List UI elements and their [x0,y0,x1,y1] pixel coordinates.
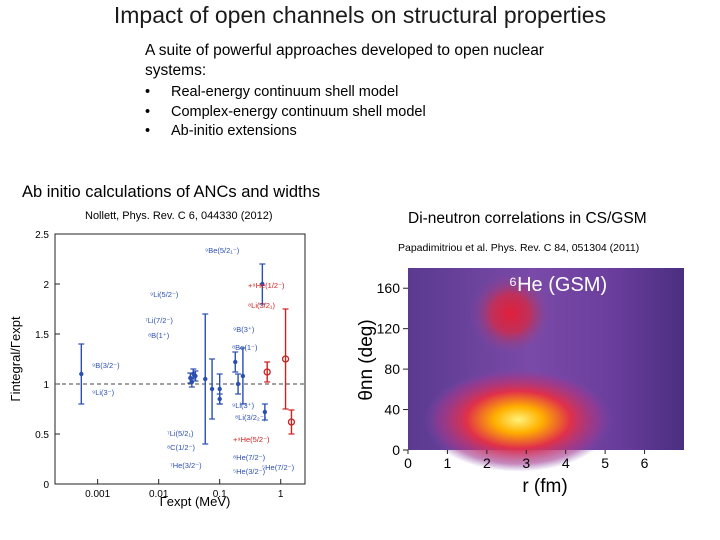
data-point [78,343,85,405]
x-tick-label: 1 [444,455,452,471]
point-annotation: ⁹Li(3⁻) [92,388,115,397]
heatmap-peak-low [423,367,614,472]
y-tick-label: 1.5 [35,330,49,341]
bullet-item: Ab-initio extensions [145,122,426,142]
y-tick-label: 2.5 [35,230,49,241]
point-annotation: ⁷Li(7/2⁻) [145,316,173,325]
plot-frame [54,233,306,485]
point-marker [189,379,195,385]
citation-left: Nollett, Phys. Rev. C 6, 044330 (2012) [85,210,273,222]
citation-right: Papadimitriou et al. Phys. Rev. C 84, 05… [398,242,640,254]
point-annotation: ⁷Li(5/2₁) [167,429,194,438]
x-tick-label: 0.01 [149,489,169,500]
point-annotation: +⁹He(5/2⁻) [233,435,270,444]
point-marker [281,355,290,363]
y-tick-label: 1 [43,380,49,391]
x-tick-label: 0 [404,455,412,471]
data-point [263,361,271,383]
y-tick-label: 80 [384,361,400,377]
point-annotation: ⁸Be(1⁻) [232,343,258,352]
heatmap-title: ⁶He (GSM) [509,274,607,296]
point-marker [209,386,215,392]
point-annotation: ⁸C(1/2⁻) [167,443,195,452]
point-marker [260,281,265,287]
data-point [261,403,268,421]
point-marker [235,381,241,387]
x-tick-label: 3 [522,455,530,471]
point-marker [287,418,296,426]
point-marker [203,376,208,382]
data-point [259,263,266,305]
bullet-item: Real-energy continuum shell model [145,83,426,103]
intro-text: A suite of powerful approaches developed… [145,42,544,79]
x-tick-label: 4 [562,455,570,471]
point-annotation: ⁸He(7/2⁻) [233,453,266,462]
y-tick-label: 0 [392,442,400,458]
point-annotation: ⁹B(3/2⁻) [92,361,120,370]
y-tick-label: 0.5 [35,430,49,441]
point-annotation: ⁹Li(3⁺) [232,401,255,410]
point-marker [240,373,246,379]
point-marker [233,359,238,365]
dineutron-heatmap: ⁶He (GSM) 0 40 80 120 160 0 1 2 3 4 5 6 r (fm) θnn… [356,268,684,497]
data-point [209,358,216,420]
point-marker [79,371,84,377]
point-annotation: +⁹He(1/2⁻) [248,281,285,290]
data-point [239,347,246,405]
x-tick-label: 0.1 [213,489,227,500]
x-axis-label: r (fm) [522,476,567,497]
point-marker [217,386,222,392]
point-annotation: ⁵He(3/2⁻) [233,467,266,476]
y-tick-label: 0 [43,480,49,491]
heatmap-peak-high [468,271,553,356]
x-tick-label: 6 [641,455,649,471]
point-annotation: ⁵He(7/2⁻) [262,463,295,472]
bullet-item: Complex-energy continuum shell model [145,103,426,123]
data-point [287,409,296,435]
point-annotation: ⁸Li(3/2₂⁻) [235,413,267,422]
y-tick-label: 160 [377,280,401,296]
y-tick-label: 40 [384,402,400,418]
point-annotation: ⁹B(3⁺) [233,325,255,334]
slide-title: Impact of open channels on structural pr… [113,2,607,28]
y-tick-label: 120 [377,321,401,337]
point-marker [263,368,271,376]
ab-initio-heading: Ab initio calculations of ANCs and width… [22,183,321,201]
point-annotation: ⁸B(1⁺) [148,331,170,340]
dineutron-heading: Di-neutron correlations in CS/GSM [408,210,647,227]
point-marker [191,371,196,377]
x-tick-label: 2 [483,455,491,471]
bullet-list: Real-energy continuum shell model Comple… [145,83,426,142]
anc-widths-chart: 0 0.5 1 1.5 2 2.5 0.001 0.01 0.1 1 ⁹Be(5/2₁⁻) +⁹H… [8,230,306,509]
y-axis-label: Γintegral/Γexpt [8,316,23,402]
point-annotation: ⁸Li(3/2₁) [248,301,275,310]
x-tick-label: 1 [278,489,284,500]
x-axis-label: Γexpt (MeV) [160,494,231,509]
data-point [232,351,239,373]
y-axis-label: θnn (deg) [356,319,377,400]
data-point [281,308,290,410]
data-point [216,373,223,405]
point-marker [262,409,268,415]
x-tick-label: 0.001 [85,489,110,500]
data-point [235,373,242,395]
y-tick-label: 2 [43,280,49,291]
point-annotation: ⁷He(3/2⁻) [170,461,202,470]
x-tick-label: 5 [601,455,609,471]
point-annotation: ⁹Li(5/2⁻) [150,290,179,299]
data-point [188,376,195,388]
point-annotation: ⁹Be(5/2₁⁻) [205,246,240,255]
data-point [202,313,209,445]
